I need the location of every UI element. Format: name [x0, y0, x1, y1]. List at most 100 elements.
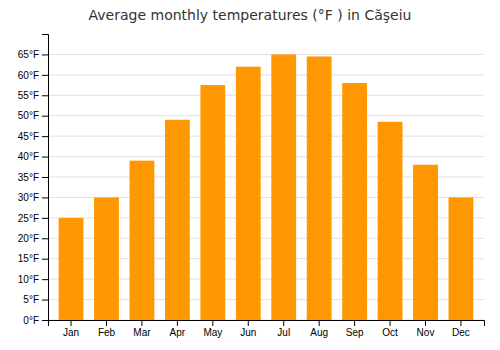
tick-mark — [42, 95, 48, 96]
tick: Sep — [346, 320, 364, 338]
tick-label: Sep — [346, 327, 364, 338]
tick-mark — [42, 75, 48, 76]
tick-mark — [42, 320, 48, 321]
tick-mark — [390, 320, 391, 326]
bar — [413, 165, 438, 320]
grid-line — [48, 136, 484, 137]
bar — [165, 120, 190, 320]
tick: 20°F — [18, 233, 48, 244]
tick: 50°F — [18, 110, 48, 121]
tick-mark — [42, 116, 48, 117]
tick-label: 45°F — [18, 131, 39, 142]
tick: 5°F — [23, 294, 48, 305]
tick-label: Apr — [170, 327, 186, 338]
tick-mark — [42, 157, 48, 158]
tick: Oct — [382, 320, 398, 338]
bar — [271, 54, 296, 320]
tick-label: Jun — [240, 327, 256, 338]
tick-mark — [106, 320, 107, 326]
tick-label: 55°F — [18, 90, 39, 101]
tick-label: Dec — [452, 327, 470, 338]
tick-label: Mar — [133, 327, 151, 338]
tick-mark — [71, 320, 72, 326]
tick: 25°F — [18, 213, 48, 224]
tick-label: 15°F — [18, 253, 39, 264]
tick-label: Jul — [277, 327, 290, 338]
grid-line — [48, 74, 484, 75]
tick: 0°F — [23, 315, 48, 326]
tick-mark — [42, 238, 48, 239]
bar — [342, 83, 367, 320]
tick: Dec — [452, 320, 470, 338]
tick: Jun — [240, 320, 256, 338]
bar — [94, 197, 119, 320]
tick-label: 10°F — [18, 274, 39, 285]
tick: 55°F — [18, 90, 48, 101]
tick-label: 30°F — [18, 192, 39, 203]
grid — [48, 54, 484, 320]
tick-label: 25°F — [18, 213, 39, 224]
tick-label: 60°F — [18, 70, 39, 81]
bar — [59, 218, 84, 320]
tick: Jul — [277, 320, 290, 338]
tick: 30°F — [18, 192, 48, 203]
tick-mark — [42, 177, 48, 178]
tick-mark — [283, 320, 284, 326]
tick: Feb — [98, 320, 116, 338]
tick-label: 35°F — [18, 172, 39, 183]
y-axis: 0°F 5°F 10°F 15°F 20°F 25°F 30°F 35°F 40°F 45°F 50… — [18, 35, 49, 326]
tick-mark — [354, 320, 355, 326]
tick-label: Nov — [417, 327, 435, 338]
tick: 35°F — [18, 172, 48, 183]
tick: May — [203, 320, 222, 338]
tick: 15°F — [18, 253, 48, 264]
tick-label: 40°F — [18, 151, 39, 162]
axis-line — [42, 35, 49, 321]
tick-label: May — [203, 327, 222, 338]
tick-mark — [42, 136, 48, 137]
bars — [59, 54, 474, 320]
tick: Jan — [63, 320, 79, 338]
tick-mark — [42, 218, 48, 219]
tick: 40°F — [18, 151, 48, 162]
tick: 45°F — [18, 131, 48, 142]
tick-mark — [177, 320, 178, 326]
tick-label: 50°F — [18, 110, 39, 121]
grid-line — [48, 95, 484, 96]
tick-label: Aug — [310, 327, 328, 338]
grid-line — [48, 156, 484, 157]
tick: Nov — [417, 320, 435, 338]
grid-line — [48, 115, 484, 116]
bar — [236, 67, 261, 320]
tick-mark — [248, 320, 249, 326]
tick-mark — [42, 300, 48, 301]
tick-label: 20°F — [18, 233, 39, 244]
tick: Aug — [310, 320, 328, 338]
bar — [200, 85, 225, 320]
axis-line — [49, 321, 485, 327]
title: Average monthly temperatures (°F ) in Că… — [89, 7, 412, 23]
grid-line — [48, 54, 484, 55]
tick-mark — [212, 320, 213, 326]
tick-label: 65°F — [18, 49, 39, 60]
tick-mark — [42, 279, 48, 280]
chart: Average monthly temperatures (°F ) in Că… — [0, 0, 500, 350]
tick-mark — [42, 197, 48, 198]
tick: Mar — [133, 320, 151, 338]
tick-mark — [425, 320, 426, 326]
tick-label: Jan — [63, 327, 79, 338]
x-axis: Jan Feb Mar Apr May Jun Jul Aug Sep Oct Nov Dec — [49, 320, 485, 338]
tick-mark — [42, 54, 48, 55]
tick-mark — [319, 320, 320, 326]
bar — [378, 122, 403, 320]
tick-label: 5°F — [23, 294, 39, 305]
plot: Jan Feb Mar Apr May Jun Jul Aug Sep Oct Nov Dec 0°F 5… — [18, 35, 485, 339]
tick-label: Oct — [382, 327, 398, 338]
tick-mark — [141, 320, 142, 326]
tick-mark — [460, 320, 461, 326]
tick: 65°F — [18, 49, 48, 60]
bar — [449, 197, 474, 320]
tick-label: Feb — [98, 327, 116, 338]
tick: Apr — [170, 320, 186, 338]
tick: 10°F — [18, 274, 48, 285]
